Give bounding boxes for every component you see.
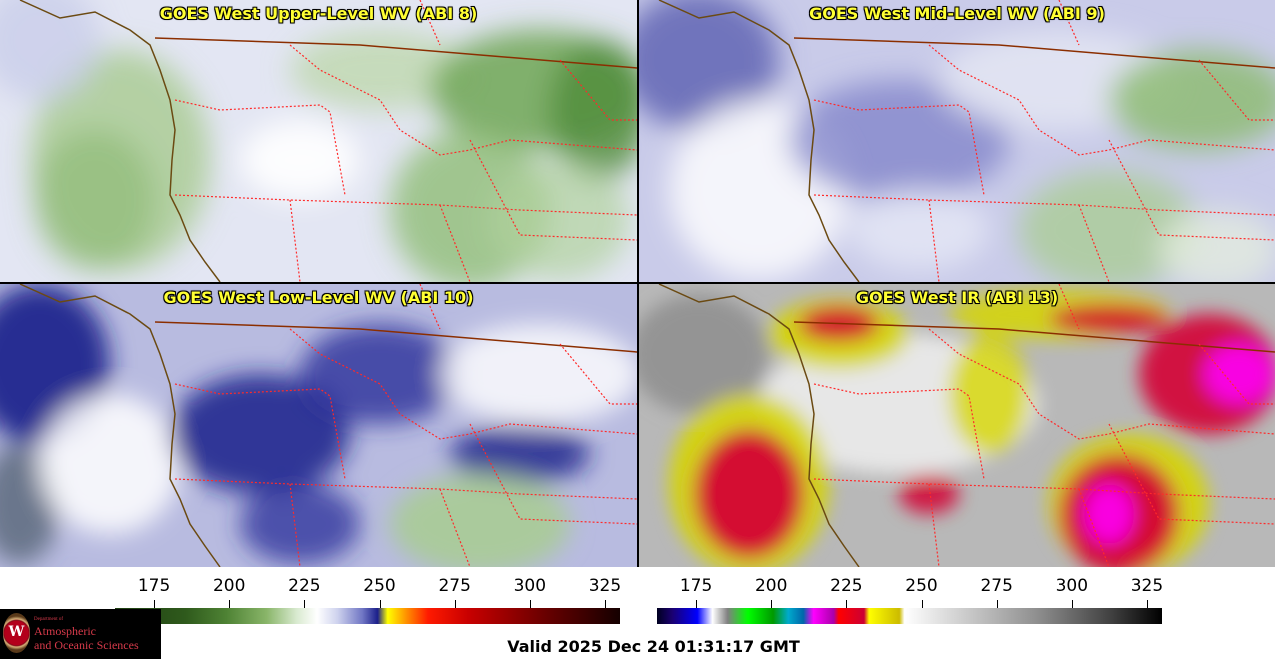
wv-colorbar-tick-label: 325: [588, 576, 622, 596]
wv-colorbar-tick-mark: [229, 600, 231, 608]
ir-colorbar-tick-mark: [696, 600, 698, 608]
mid-level-wv-image: [639, 0, 1275, 282]
wv-colorbar-tick-label: 300: [513, 576, 547, 596]
ir-colorbar-tick-label: 275: [980, 576, 1013, 596]
wv-colorbar-tick-label: 225: [288, 576, 321, 596]
ir-image: [639, 284, 1275, 567]
ir-panel: GOES West IR (ABI 13): [639, 284, 1275, 567]
upper-level-wv-image: [0, 0, 637, 282]
ir-boundaries: [658, 284, 1275, 567]
panel-title: GOES West Mid-Level WV (ABI 9): [809, 4, 1105, 23]
wv-colorbar-tick-mark: [379, 600, 381, 608]
ir-colorbar-tick-mark: [996, 600, 998, 608]
ir-colorbar-tick-label: 200: [754, 576, 788, 596]
ir-colorbar-tick-mark: [1146, 600, 1148, 608]
ir-colorbar-tick-label: 175: [679, 576, 713, 596]
ir-colorbar-tick-label: 250: [905, 576, 938, 596]
valid-time: Valid 2025 Dec 24 01:31:17 GMT: [507, 637, 800, 656]
upper-level-wv-panel: GOES West Upper-Level WV (ABI 8): [0, 0, 637, 282]
wv-colorbar-tick-mark: [454, 600, 456, 608]
panel-title: GOES West Low-Level WV (ABI 10): [163, 288, 474, 307]
uw-seal-icon: W: [3, 613, 30, 653]
aos-logo: W Department of Atmospheric and Oceanic …: [0, 609, 161, 659]
wv-colorbar-tick-label: 250: [363, 576, 396, 596]
low-level-wv-boundaries: [19, 284, 637, 567]
wv-colorbar-gradient: [115, 608, 620, 624]
ir-colorbar-tick-mark: [921, 600, 923, 608]
ir-colorbar-tick-mark: [846, 600, 848, 608]
wv-colorbar-tick-mark: [529, 600, 531, 608]
ir-colorbar-tick-mark: [771, 600, 773, 608]
panel-title: GOES West Upper-Level WV (ABI 8): [159, 4, 478, 23]
low-level-wv-image: [0, 284, 637, 567]
wv-colorbar-tick-label: 175: [137, 576, 171, 596]
panel-title: GOES West IR (ABI 13): [855, 288, 1059, 307]
wv-colorbar-tick-label: 275: [438, 576, 471, 596]
wv-colorbar-tick-mark: [154, 600, 156, 608]
ir-colorbar-tick-label: 225: [830, 576, 863, 596]
mid-level-wv-boundaries: [658, 0, 1275, 282]
wv-colorbar-tick-mark: [304, 600, 306, 608]
panel-divider-horizontal: [0, 282, 1275, 284]
ir-colorbar-tick-label: 325: [1130, 576, 1164, 596]
logo-name-line2: and Oceanic Sciences: [34, 638, 139, 652]
ir-colorbar-tick-label: 300: [1055, 576, 1089, 596]
ir-colorbar-gradient: [657, 608, 1162, 624]
upper-level-wv-boundaries: [19, 0, 637, 282]
logo-name-line1: Atmospheric: [34, 624, 96, 638]
wv-colorbar-tick-mark: [604, 600, 606, 608]
wv-colorbar-tick-label: 200: [212, 576, 246, 596]
ir-colorbar-tick-mark: [1071, 600, 1073, 608]
logo-department-text: Department of: [34, 617, 64, 622]
mid-level-wv-panel: GOES West Mid-Level WV (ABI 9): [639, 0, 1275, 282]
low-level-wv-panel: GOES West Low-Level WV (ABI 10): [0, 284, 637, 567]
